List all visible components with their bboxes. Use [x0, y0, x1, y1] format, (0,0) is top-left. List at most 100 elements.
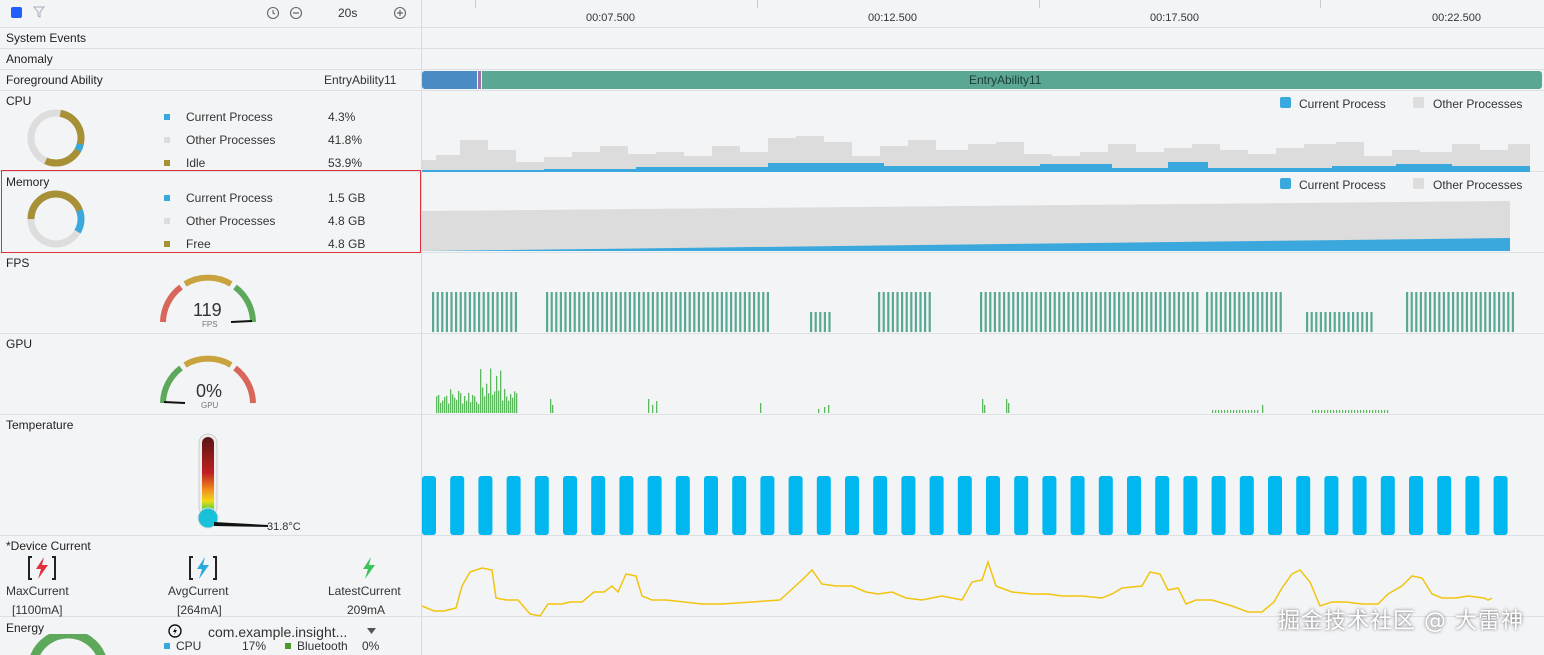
system-events-title[interactable]: System Events [6, 31, 87, 45]
foreground-ability-title[interactable]: Foreground Ability [6, 73, 103, 87]
temperature-value: 31.8°C [267, 521, 301, 533]
memory-current-legend-icon [164, 195, 170, 201]
chevron-down-icon[interactable] [367, 628, 376, 635]
divider [0, 333, 1544, 334]
energy-cpu-legend-icon [164, 643, 170, 649]
ability-segment-start[interactable] [422, 71, 477, 89]
divider [0, 414, 1544, 415]
energy-donut-chart [30, 634, 106, 655]
watermark: 掘金技术社区 @ 大雷神 [1278, 609, 1524, 634]
time-tick-3: 00:17.500 [1150, 12, 1199, 24]
memory-chart-legend-current: Current Process [1299, 178, 1386, 192]
divider [0, 69, 1544, 70]
fps-unit: FPS [202, 320, 218, 329]
cpu-other-label: Other Processes [186, 133, 276, 147]
fps-timeline-chart[interactable] [422, 290, 1522, 334]
memory-chart-legend-other-icon [1413, 178, 1424, 189]
energy-cpu-label: CPU [176, 639, 202, 653]
energy-app-icon [168, 624, 182, 638]
memory-other-label: Other Processes [186, 214, 276, 228]
cpu-donut-chart [27, 109, 85, 167]
memory-timeline-chart[interactable] [422, 198, 1522, 253]
fps-gauge [160, 274, 256, 323]
energy-title[interactable]: Energy [6, 621, 45, 635]
fps-value: 119 [193, 300, 222, 320]
time-tick-1: 00:07.500 [586, 12, 635, 24]
avg-current-label: AvgCurrent [168, 584, 229, 598]
ability-marker [478, 71, 481, 89]
memory-chart-legend-other: Other Processes [1433, 178, 1523, 192]
gpu-title[interactable]: GPU [6, 337, 33, 351]
tick-mark [1039, 0, 1040, 8]
cpu-current-label: Current Process [186, 110, 273, 124]
cpu-idle-value: 53.9% [328, 156, 363, 170]
time-tick-4: 00:22.500 [1432, 12, 1481, 24]
cpu-current-legend-icon [164, 114, 170, 120]
divider [0, 27, 1544, 28]
energy-bluetooth-label: Bluetooth [297, 639, 348, 653]
memory-free-label: Free [186, 237, 211, 251]
cpu-idle-legend-icon [164, 160, 170, 166]
ability-segment[interactable] [482, 71, 1542, 89]
cpu-current-value: 4.3% [328, 110, 356, 124]
cpu-timeline-chart[interactable] [422, 130, 1534, 172]
record-checkbox-icon[interactable] [11, 7, 22, 18]
cpu-chart-legend-current-icon [1280, 97, 1291, 108]
cpu-other-legend-icon [164, 137, 170, 143]
latest-current-value: 209mA [347, 603, 386, 617]
max-current-label: MaxCurrent [6, 584, 69, 598]
memory-title[interactable]: Memory [6, 175, 50, 189]
cpu-chart-legend-other-icon [1413, 97, 1424, 108]
anomaly-title[interactable]: Anomaly [6, 52, 53, 66]
avg-current-value: [264mA] [177, 603, 222, 617]
zoom-in-icon[interactable] [393, 6, 407, 20]
cpu-title[interactable]: CPU [6, 94, 32, 108]
latest-current-label: LatestCurrent [328, 584, 401, 598]
divider [0, 252, 1544, 253]
cpu-chart-legend-other: Other Processes [1433, 97, 1523, 111]
ability-segment-label: EntryAbility11 [969, 73, 1042, 87]
device-current-timeline-chart[interactable] [422, 556, 1522, 618]
tick-mark [757, 0, 758, 8]
temperature-title[interactable]: Temperature [6, 418, 74, 432]
zoom-out-icon[interactable] [289, 6, 303, 20]
left-pane [0, 0, 421, 655]
fps-title[interactable]: FPS [6, 256, 30, 270]
max-current-value: [1100mA] [12, 603, 63, 617]
cpu-chart-legend-current: Current Process [1299, 97, 1386, 111]
filter-icon[interactable] [33, 6, 45, 18]
memory-chart-legend-current-icon [1280, 178, 1291, 189]
thermometer-icon [197, 433, 268, 529]
tick-mark [1320, 0, 1321, 8]
divider [0, 90, 1544, 91]
time-tick-2: 00:12.500 [868, 12, 917, 24]
pane-splitter[interactable] [421, 0, 422, 655]
divider [0, 48, 1544, 49]
gpu-value: 0% [196, 381, 223, 401]
energy-app-select[interactable]: com.example.insight... [208, 624, 348, 640]
tick-mark [475, 0, 476, 8]
energy-bluetooth-value: 0% [362, 639, 380, 653]
divider [0, 535, 1544, 536]
reset-zoom-icon[interactable] [266, 6, 280, 20]
energy-bluetooth-legend-icon [285, 643, 291, 649]
temperature-timeline-chart[interactable] [422, 474, 1522, 536]
avg-current-icon [189, 556, 217, 580]
memory-other-value: 4.8 GB [328, 214, 366, 228]
device-current-title[interactable]: *Device Current [6, 539, 91, 553]
memory-other-legend-icon [164, 218, 170, 224]
divider [0, 616, 1544, 617]
zoom-duration: 20s [338, 6, 358, 20]
memory-donut-chart [27, 190, 85, 248]
latest-current-icon [363, 557, 375, 579]
memory-free-value: 4.8 GB [328, 237, 366, 251]
cpu-other-value: 41.8% [328, 133, 363, 147]
foreground-ability-value: EntryAbility11 [324, 73, 397, 87]
gpu-gauge [160, 355, 256, 404]
energy-cpu-value: 17% [242, 639, 267, 653]
gpu-unit: GPU [201, 401, 219, 410]
gpu-timeline-chart[interactable] [422, 362, 1522, 414]
memory-current-label: Current Process [186, 191, 273, 205]
cpu-idle-label: Idle [186, 156, 206, 170]
memory-row-highlight [1, 170, 421, 253]
